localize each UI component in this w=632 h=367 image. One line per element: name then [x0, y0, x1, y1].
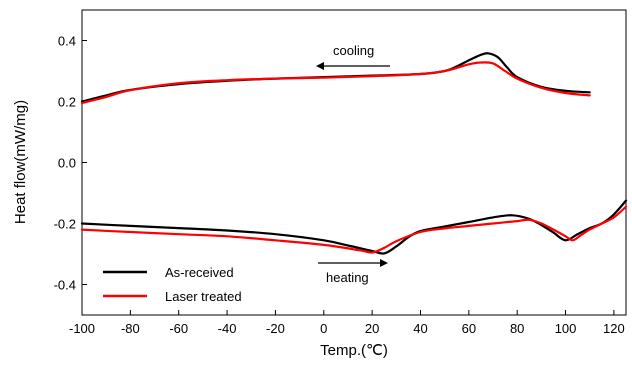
x-tick-label: 80: [510, 321, 524, 336]
x-tick-label: 100: [555, 321, 577, 336]
x-tick-label: 60: [462, 321, 476, 336]
x-tick-label: -100: [69, 321, 95, 336]
x-axis-ticks: -100 -80 -60 -40 -20 0 20 40 60 80 100 120: [69, 310, 625, 336]
series-layer: [80, 52, 628, 255]
x-axis-title: Temp.(℃): [320, 342, 388, 359]
cooling-arrowhead: [316, 62, 324, 70]
x-tick-label: -60: [169, 321, 188, 336]
series-line-as-received-heating: [80, 199, 628, 255]
cooling-label: cooling: [333, 43, 374, 58]
y-tick-label: -0.2: [54, 217, 76, 232]
x-tick-label: 0: [320, 321, 327, 336]
heating-label: heating: [326, 270, 369, 285]
x-tick-label: -20: [266, 321, 285, 336]
legend-label-as-received: As-received: [165, 265, 234, 280]
y-tick-label: 0.0: [58, 156, 76, 171]
legend-label-laser-treated: Laser treated: [165, 289, 242, 304]
series-line-laser-treated-heating: [80, 205, 628, 254]
y-axis-ticks: -0.4 -0.2 0.0 0.2 0.4: [54, 34, 87, 293]
y-tick-label: 0.2: [58, 95, 76, 110]
x-tick-label: 20: [365, 321, 379, 336]
x-tick-label: 40: [413, 321, 427, 336]
cooling-annotation: cooling: [316, 43, 390, 70]
y-tick-label: 0.4: [58, 34, 76, 49]
heating-arrowhead: [380, 259, 388, 267]
legend: As-received Laser treated: [103, 265, 242, 304]
heating-annotation: heating: [318, 259, 388, 285]
x-tick-label: 120: [603, 321, 625, 336]
y-axis-title: Heat flow(mW/mg): [12, 100, 29, 224]
y-tick-label: -0.4: [54, 278, 76, 293]
x-tick-label: -80: [121, 321, 140, 336]
x-tick-label: -40: [218, 321, 237, 336]
series-line-laser-treated-cooling: [80, 61, 591, 105]
